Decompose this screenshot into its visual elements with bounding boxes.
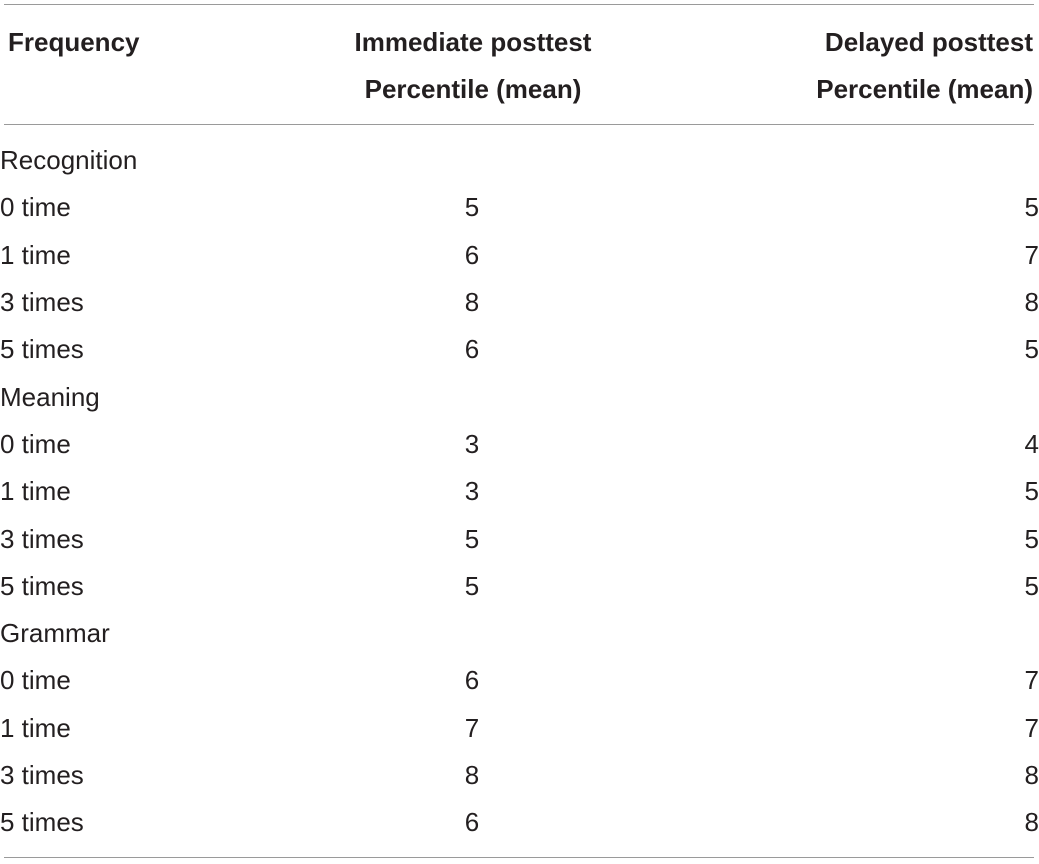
section-label: Meaning — [0, 381, 100, 412]
table-row: 0 time 5 5 — [0, 184, 1039, 231]
frequency-cell: 1 time — [0, 712, 71, 743]
immediate-cell: 6 — [464, 807, 480, 838]
frequency-cell: 3 times — [0, 523, 84, 554]
frequency-cell: 0 time — [0, 192, 71, 223]
immediate-cell: 7 — [464, 712, 480, 743]
table-row: 5 times 6 5 — [0, 326, 1039, 373]
table-row: 0 time 6 7 — [0, 657, 1039, 704]
table-row: 0 time 3 4 — [0, 421, 1039, 468]
header-immediate-percentile: Percentile (mean) — [364, 74, 582, 104]
delayed-cell: 5 — [1024, 334, 1039, 365]
immediate-cell: 6 — [464, 334, 480, 365]
delayed-cell: 4 — [1024, 428, 1039, 459]
delayed-cell: 7 — [1024, 665, 1039, 696]
delayed-cell: 7 — [1024, 712, 1039, 743]
frequency-cell: 0 time — [0, 665, 71, 696]
delayed-cell: 5 — [1024, 570, 1039, 601]
immediate-cell: 3 — [464, 428, 480, 459]
immediate-cell: 8 — [464, 287, 480, 318]
table-row: 3 times 8 8 — [0, 752, 1039, 799]
table-top-rule — [4, 4, 1034, 5]
header-immediate-posttest: Immediate posttest — [354, 27, 592, 57]
frequency-cell: 0 time — [0, 428, 71, 459]
immediate-cell: 5 — [464, 523, 480, 554]
immediate-cell: 5 — [464, 192, 480, 223]
section-label: Grammar — [0, 618, 110, 649]
table-row: 5 times 5 5 — [0, 563, 1039, 610]
section-row-meaning: Meaning — [0, 373, 1039, 420]
section-row-recognition: Recognition — [0, 137, 1039, 184]
frequency-cell: 3 times — [0, 760, 84, 790]
header-delayed-percentile: Percentile (mean) — [816, 74, 1033, 104]
delayed-cell: 8 — [1024, 287, 1039, 318]
table-row: 1 time 6 7 — [0, 232, 1039, 279]
header-frequency: Frequency — [8, 27, 140, 57]
delayed-cell: 8 — [1024, 807, 1039, 838]
delayed-cell: 5 — [1024, 523, 1039, 554]
delayed-cell: 5 — [1024, 192, 1039, 223]
table-row: 1 time 7 7 — [0, 705, 1039, 752]
section-row-grammar: Grammar — [0, 610, 1039, 657]
table-row: 3 times 8 8 — [0, 279, 1039, 326]
header-delayed-posttest: Delayed posttest — [824, 27, 1033, 57]
table-row: 1 time 3 5 — [0, 468, 1039, 515]
header-bottom-rule — [4, 124, 1034, 125]
immediate-cell: 3 — [464, 476, 480, 507]
delayed-cell: 8 — [1024, 760, 1039, 790]
table-row: 5 times 6 8 — [0, 799, 1039, 846]
frequency-cell: 1 time — [0, 239, 71, 270]
immediate-cell: 6 — [464, 239, 480, 270]
section-label: Recognition — [0, 145, 138, 176]
immediate-cell: 5 — [464, 570, 480, 601]
delayed-cell: 5 — [1024, 476, 1039, 507]
frequency-cell: 5 times — [0, 334, 84, 365]
frequency-cell: 5 times — [0, 570, 84, 601]
immediate-cell: 8 — [464, 760, 480, 790]
immediate-cell: 6 — [464, 665, 480, 696]
frequency-cell: 3 times — [0, 287, 84, 318]
delayed-cell: 7 — [1024, 239, 1039, 270]
frequency-cell: 1 time — [0, 476, 71, 507]
table-bottom-rule — [4, 857, 1034, 858]
data-table: Recognition 0 time 5 5 1 time 6 7 3 time… — [0, 137, 1039, 846]
frequency-cell: 5 times — [0, 807, 84, 838]
table-row: 3 times 5 5 — [0, 515, 1039, 562]
